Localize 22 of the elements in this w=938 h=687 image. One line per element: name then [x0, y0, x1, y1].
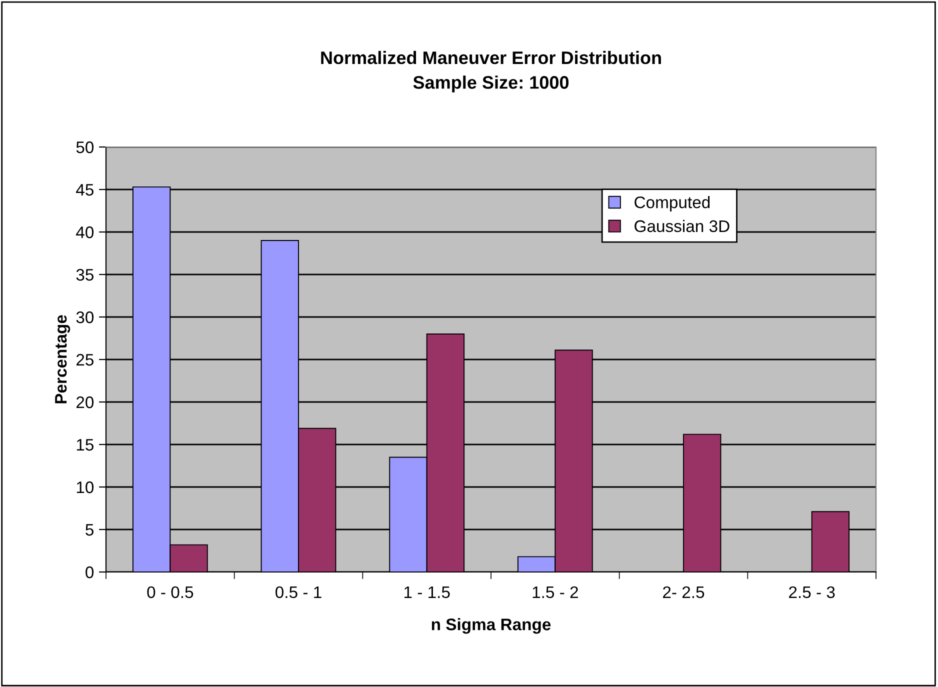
x-tick-label: 1 - 1.5: [404, 586, 450, 598]
y-tick-label: 40: [76, 226, 94, 238]
y-tick-label: 25: [76, 354, 94, 366]
y-tick-label: 30: [76, 311, 94, 324]
y-tick-label: 10: [76, 481, 94, 494]
y-tick-label: 0: [86, 566, 94, 578]
legend-label: Gaussian 3D: [634, 220, 730, 232]
y-tick-label: 5: [86, 524, 94, 536]
y-tick-label: 20: [76, 396, 94, 408]
y-axis-title: Percentage: [55, 315, 70, 404]
chart-title: Normalized Maneuver Error Distribution Sample Size: 1000: [321, 50, 661, 92]
x-tick-label: 2- 2.5: [663, 586, 704, 598]
x-tick-label: 1.5 - 2: [532, 586, 578, 598]
y-tick-label: 15: [76, 439, 94, 451]
y-tick-label: 45: [76, 184, 94, 196]
legend-label: Computed: [634, 196, 710, 212]
y-tick-label: 35: [76, 268, 94, 281]
x-tick-label: 0 - 0.5: [147, 586, 194, 598]
x-tick-label: 0.5 - 1: [276, 586, 322, 598]
x-tick-label: 2.5 - 3: [789, 586, 835, 598]
x-axis-title: n Sigma Range: [432, 618, 551, 634]
y-tick-label: 50: [76, 141, 94, 154]
